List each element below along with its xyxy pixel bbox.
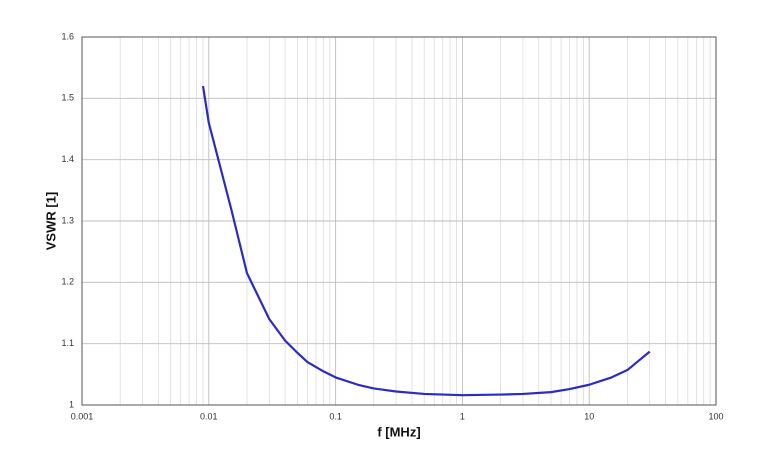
x-axis-label: f [MHz]	[377, 424, 420, 439]
x-tick-label: 100	[708, 411, 723, 421]
y-tick-label: 1.5	[61, 93, 74, 103]
x-tick-label: 0.01	[200, 411, 218, 421]
x-tick-label: 1	[460, 411, 465, 421]
plot-frame	[81, 36, 717, 406]
y-tick-label: 1.1	[61, 338, 74, 348]
y-tick-label: 1	[69, 399, 74, 409]
y-tick-label: 1.4	[61, 154, 74, 164]
data-line	[201, 85, 651, 397]
x-tick-label: 10	[584, 411, 594, 421]
y-tick-label: 1.6	[61, 31, 74, 41]
x-tick-label: 0.001	[71, 411, 94, 421]
x-tick-label: 0.1	[329, 411, 342, 421]
y-tick-label: 1.2	[61, 277, 74, 287]
y-axis-label: VSWR [1]	[43, 192, 58, 251]
y-tick-label: 1.3	[61, 215, 74, 225]
